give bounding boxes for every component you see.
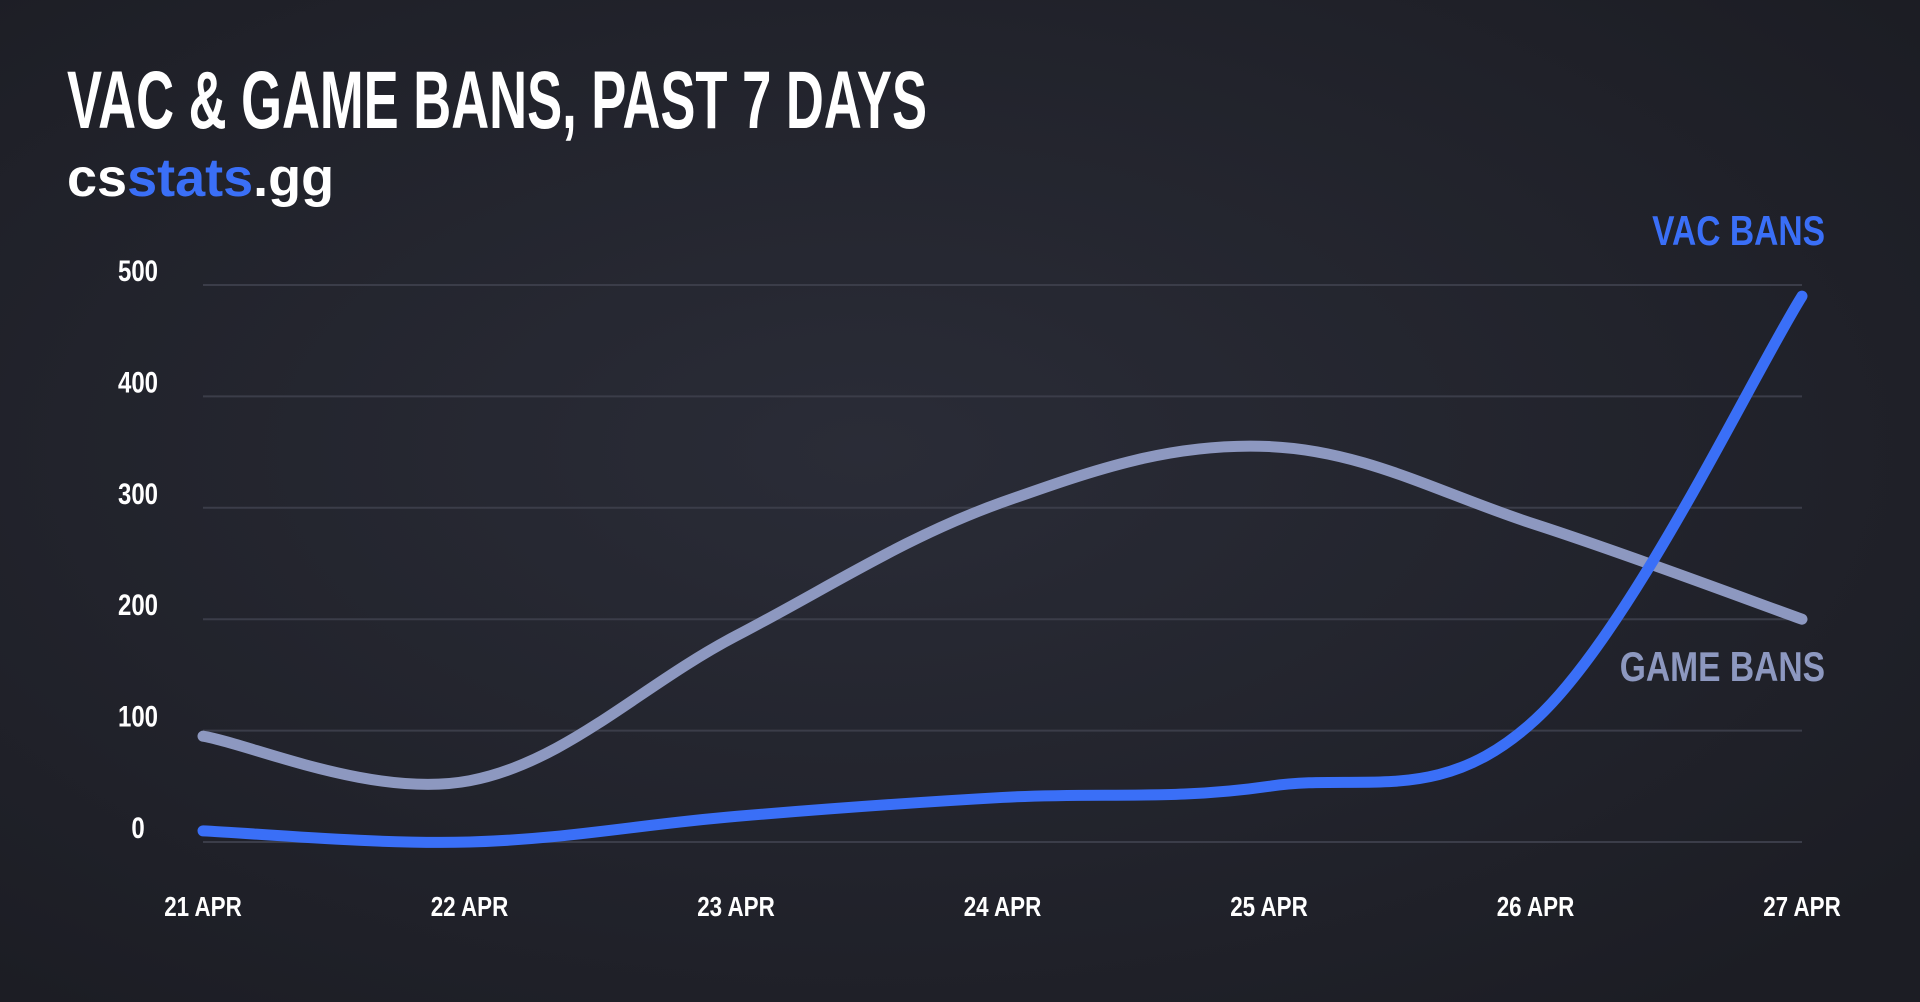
y-tick-label: 200 — [118, 588, 158, 622]
x-tick-label: 26 APR — [1497, 892, 1575, 923]
brand-part: stats — [127, 148, 253, 208]
chart-title: VAC & GAME BANS, PAST 7 DAYS — [67, 55, 927, 146]
brand-logo: csstats.gg — [67, 148, 334, 208]
x-tick-label: 27 APR — [1763, 892, 1841, 923]
x-tick-label: 21 APR — [164, 892, 242, 923]
x-tick-label: 22 APR — [431, 892, 509, 923]
y-tick-label: 400 — [118, 365, 158, 399]
y-tick-label: 500 — [118, 253, 158, 287]
brand-part: .gg — [253, 148, 334, 208]
series-label: GAME BANS — [1620, 645, 1825, 691]
series-line — [197, 290, 1808, 848]
series-label: VAC BANS — [1652, 209, 1825, 255]
brand-part: cs — [67, 148, 127, 208]
y-tick-label: 300 — [118, 476, 158, 510]
x-tick-label: 23 APR — [697, 892, 775, 923]
y-tick-label: 100 — [118, 699, 158, 733]
x-tick-label: 25 APR — [1230, 892, 1308, 923]
x-tick-label: 24 APR — [964, 892, 1042, 923]
series-line — [197, 440, 1808, 790]
y-tick-label: 0 — [131, 810, 144, 844]
